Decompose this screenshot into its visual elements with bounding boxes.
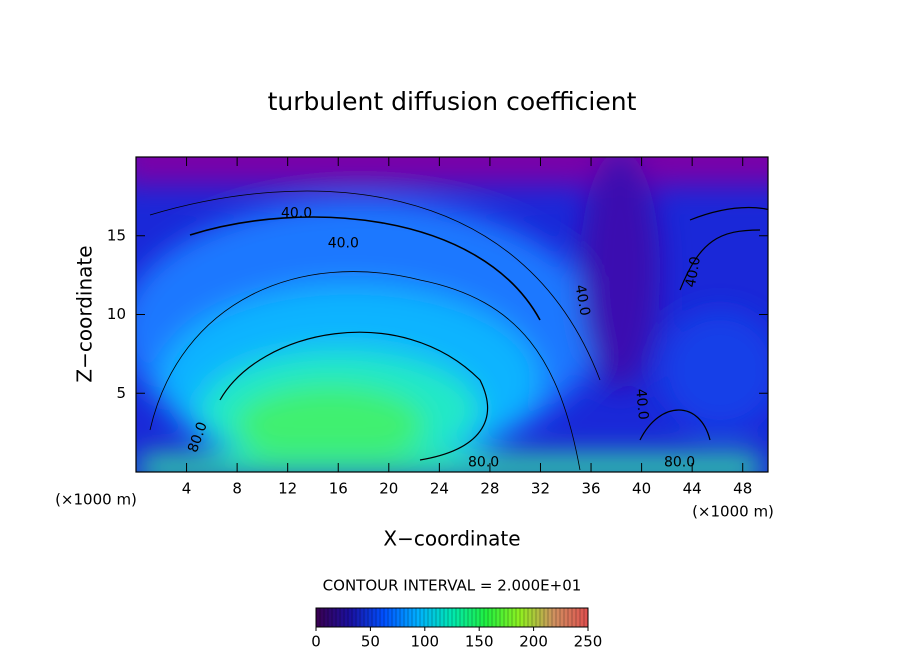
y-axis-label: Z−coordinate xyxy=(73,245,97,382)
x-unit-right: (×1000 m) xyxy=(692,503,774,521)
x-tick-label: 36 xyxy=(581,480,600,498)
contour-label: 40.0 xyxy=(328,236,359,252)
contour-label: 80.0 xyxy=(664,455,695,471)
chart-title: turbulent diffusion coefficient xyxy=(268,87,637,116)
y-tick-label: 10 xyxy=(107,305,126,323)
y-tick-label: 15 xyxy=(107,226,126,244)
colorbar-tick-label: 250 xyxy=(574,633,603,651)
x-tick-label: 4 xyxy=(182,480,192,498)
contour-label: 40.0 xyxy=(683,255,704,288)
colorbar-tick-label: 50 xyxy=(361,633,380,651)
y-tick-label: 5 xyxy=(116,384,126,402)
x-unit-left: (×1000 m) xyxy=(55,491,137,509)
x-tick-label: 40 xyxy=(632,480,651,498)
contour-label: 40.0 xyxy=(281,206,312,222)
colorbar xyxy=(315,607,589,628)
contour-field xyxy=(136,157,768,472)
colorbar-tick-label: 200 xyxy=(519,633,548,651)
x-tick-label: 8 xyxy=(232,480,242,498)
contour-label: 40.0 xyxy=(632,388,651,420)
x-tick-label: 28 xyxy=(480,480,499,498)
x-tick-label: 44 xyxy=(683,480,702,498)
contour-label: 80.0 xyxy=(468,455,499,471)
x-tick-label: 16 xyxy=(329,480,348,498)
x-axis-label: X−coordinate xyxy=(383,527,520,551)
colorbar-tick-label: 150 xyxy=(465,633,494,651)
colorbar-tick-label: 0 xyxy=(311,633,321,651)
x-tick-label: 20 xyxy=(379,480,398,498)
x-tick-label: 24 xyxy=(430,480,449,498)
x-tick-label: 32 xyxy=(531,480,550,498)
contour-label: 40.0 xyxy=(572,284,593,317)
x-tick-label: 48 xyxy=(733,480,752,498)
colorbar-tick-label: 100 xyxy=(410,633,439,651)
x-tick-label: 12 xyxy=(278,480,297,498)
contour-interval: CONTOUR INTERVAL = 2.000E+01 xyxy=(323,577,582,595)
